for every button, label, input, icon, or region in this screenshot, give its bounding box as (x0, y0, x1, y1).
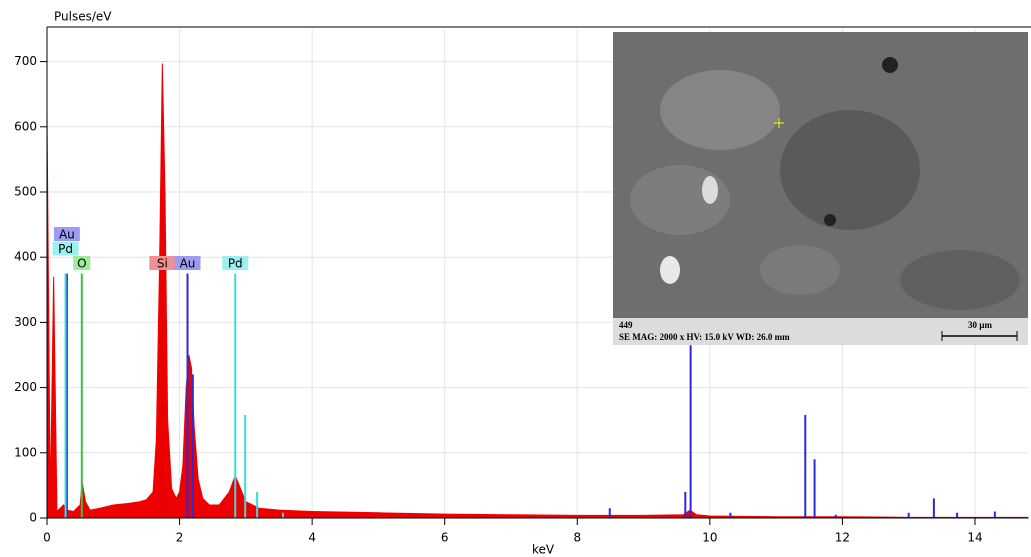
x-tick-label: 6 (441, 531, 449, 545)
sem-caption-bar (613, 318, 1028, 345)
element-label: Si (157, 257, 168, 271)
element-label-box (222, 256, 249, 270)
x-tick-label: 10 (702, 531, 717, 545)
element-label: O (77, 257, 86, 271)
spectrum-area (46, 63, 1029, 519)
sem-texture (882, 57, 898, 73)
element-label: Pd (228, 257, 243, 271)
sem-texture (702, 176, 718, 204)
sem-inset: 449 SE MAG: 2000 x HV: 15.0 kV WD: 26.0 … (613, 32, 1028, 345)
y-axis-label: Pulses/eV (54, 10, 112, 24)
axes: 0 100 200 300 400 500 600 700 0 2 4 6 8 10 12 14 (14, 26, 1031, 545)
element-label-box (52, 241, 79, 256)
sem-caption: SE MAG: 2000 x HV: 15.0 kV WD: 26.0 mm (619, 332, 790, 342)
sem-texture (660, 70, 780, 150)
sem-texture (824, 214, 836, 226)
y-tick-label: 0 (29, 511, 37, 525)
x-axis-label: keV (532, 543, 555, 557)
y-tick-label: 700 (14, 54, 37, 68)
sem-texture (760, 245, 840, 295)
y-tick-label: 200 (14, 380, 37, 394)
element-label-box (174, 256, 201, 270)
sem-texture (660, 256, 680, 284)
sem-scale-label: 30 µm (968, 320, 992, 330)
y-tick-label: 300 (14, 315, 37, 329)
y-tick-label: 100 (14, 445, 37, 459)
element-label-box (53, 227, 80, 241)
element-label-box (73, 256, 91, 270)
element-label-box (149, 256, 176, 270)
x-tick-label: 12 (835, 531, 850, 545)
x-tick-label: 14 (967, 531, 982, 545)
y-tick-label: 500 (14, 185, 37, 199)
sem-id: 449 (619, 320, 633, 330)
y-tick-label: 600 (14, 119, 37, 133)
sem-texture (780, 110, 920, 230)
x-tick-label: 2 (176, 531, 184, 545)
element-label: Pd (58, 242, 73, 256)
element-label: Au (180, 257, 196, 271)
y-tick-label: 400 (14, 250, 37, 264)
element-label: Au (59, 228, 75, 242)
sem-texture (900, 250, 1020, 310)
x-tick-label: 8 (573, 531, 581, 545)
x-tick-label: 4 (308, 531, 316, 545)
x-tick-label: 0 (43, 531, 51, 545)
